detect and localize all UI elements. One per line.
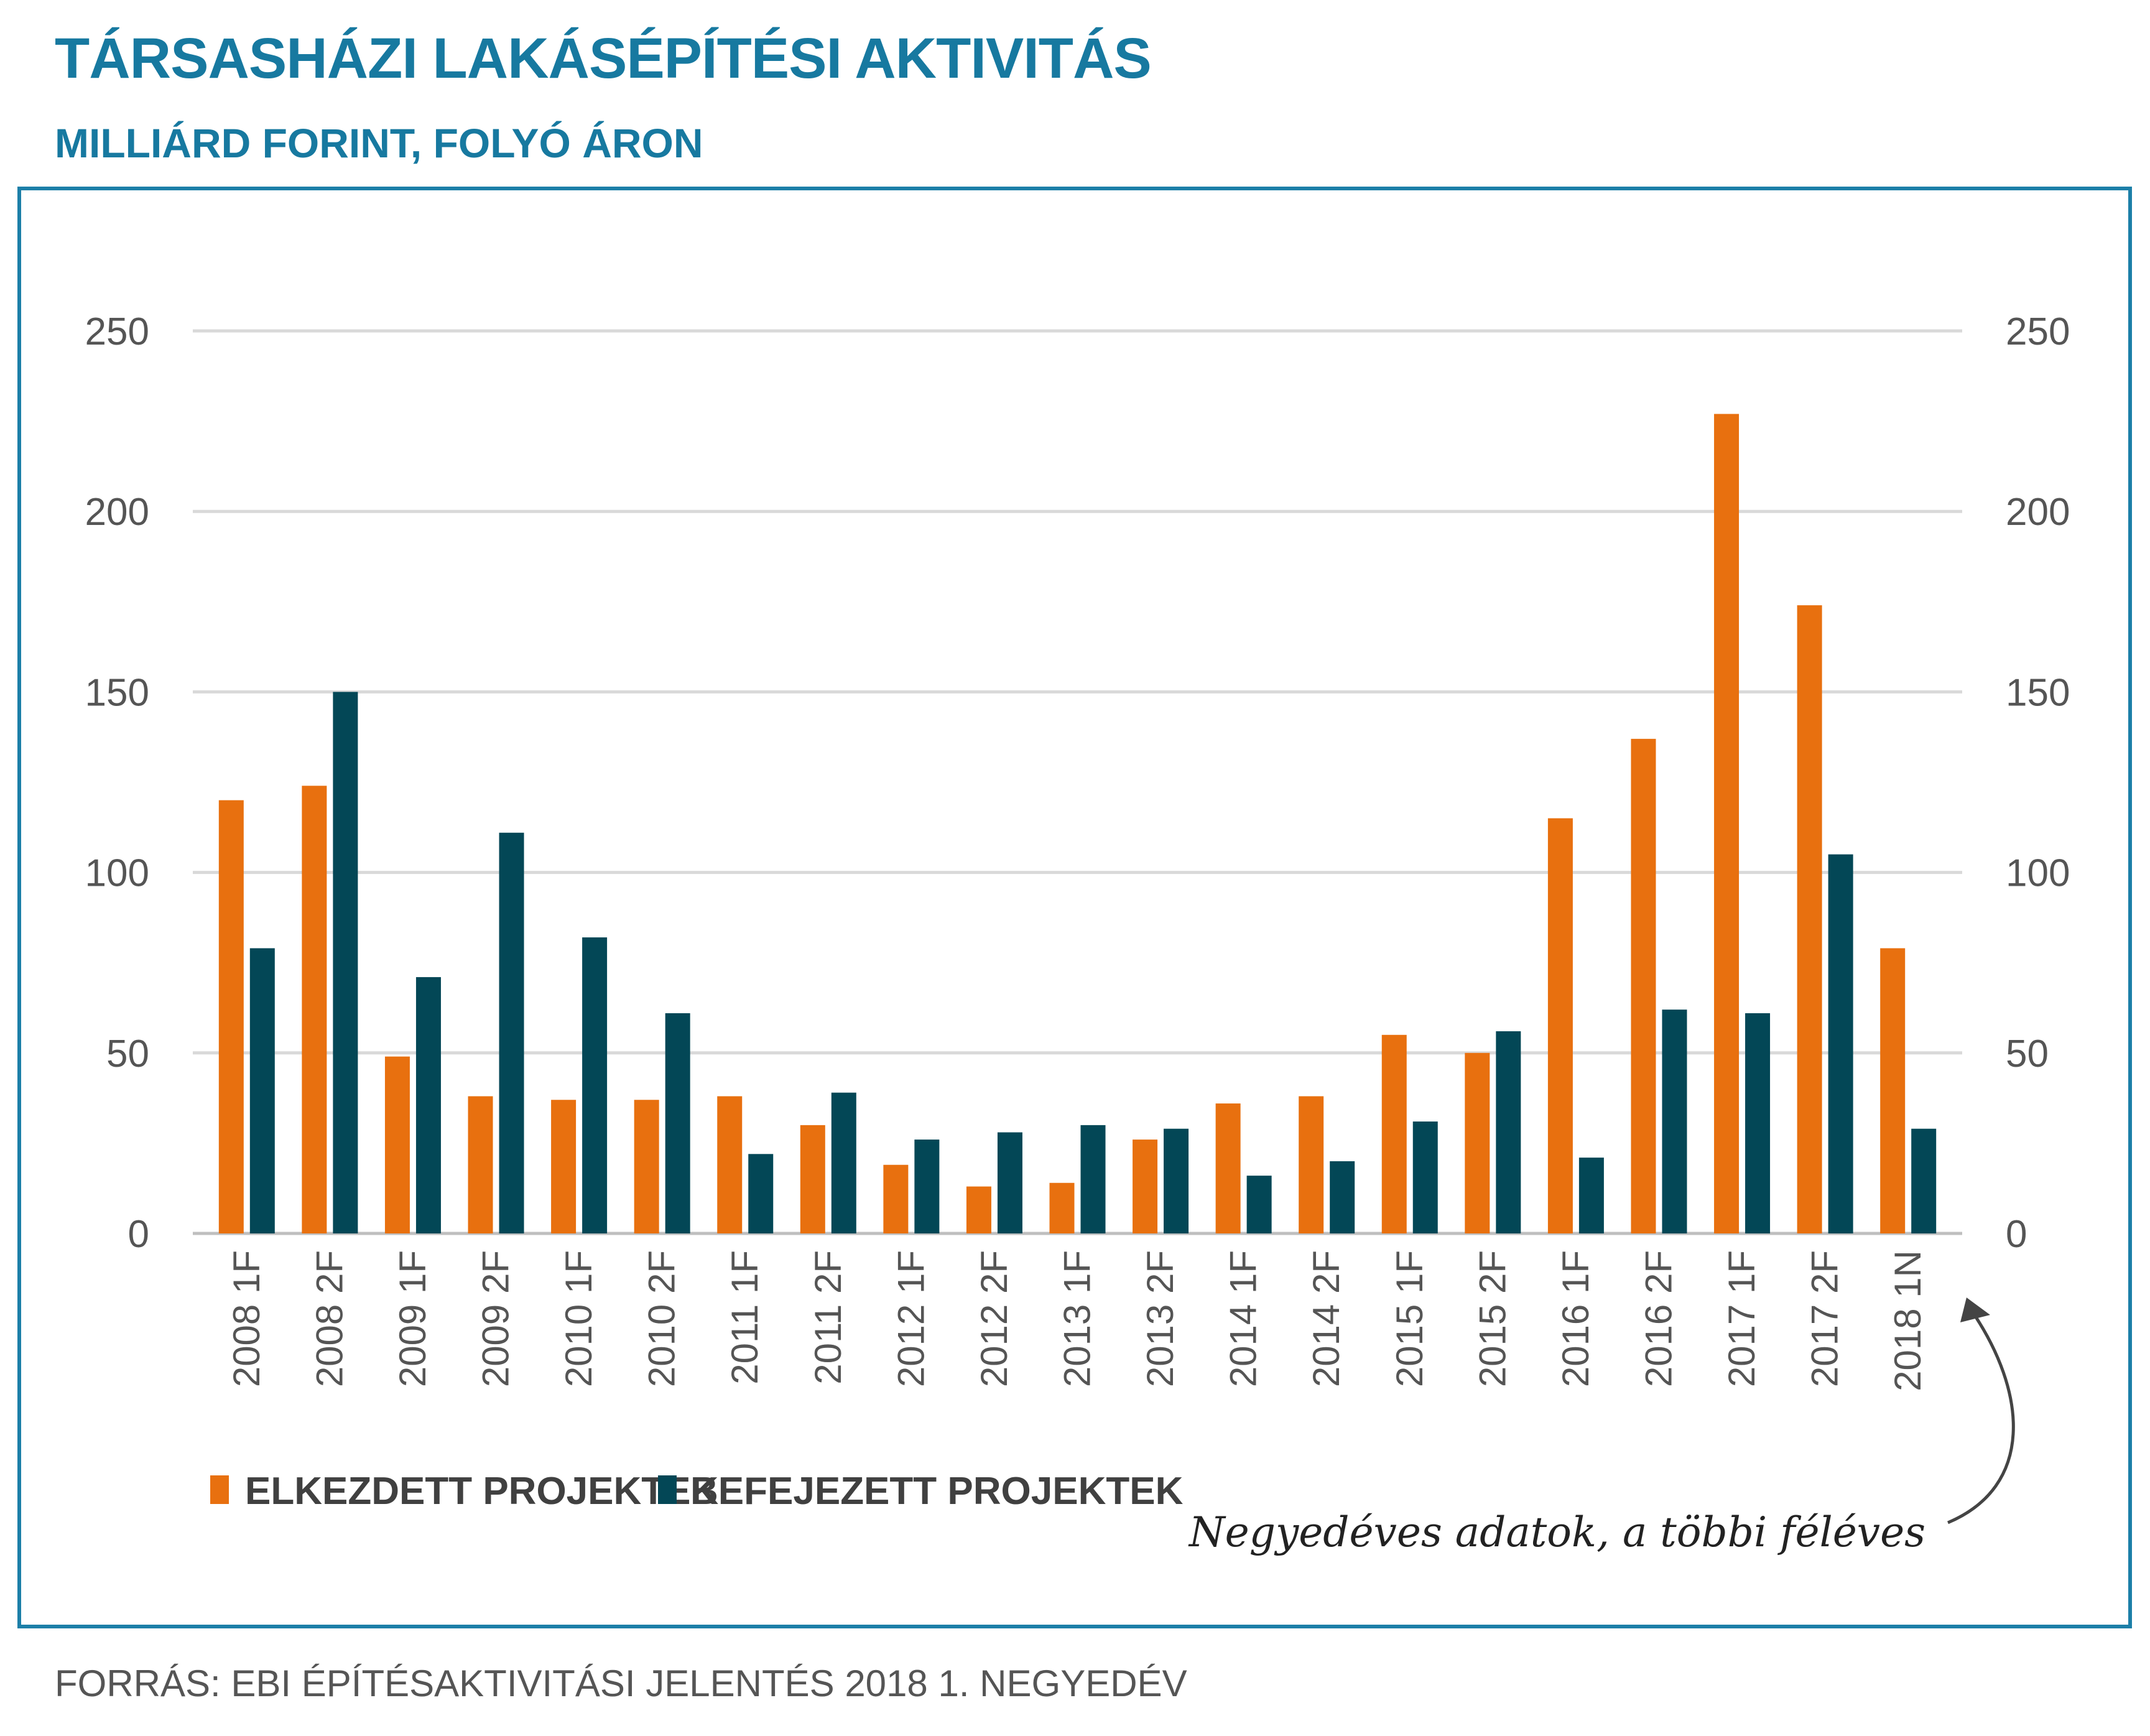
bars	[218, 414, 1937, 1234]
bar-completed	[1330, 1161, 1355, 1233]
legend-label-started: ELKEZDETT PROJEKTEK	[245, 1470, 719, 1513]
bar-started	[800, 1125, 825, 1233]
x-tick-label: 2015 1F	[1389, 1250, 1430, 1387]
chart-title: TÁRSASHÁZI LAKÁSÉPÍTÉSI AKTIVITÁS	[55, 27, 1152, 90]
x-tick-label: 2016 1F	[1555, 1250, 1596, 1387]
x-axis-labels: 2008 1F 2008 2F 2009 1F 2009 2F 2010 1F 2010 …	[226, 1250, 1929, 1391]
bar-started	[218, 800, 244, 1233]
legend-swatch-started	[210, 1475, 229, 1504]
bar-completed	[1412, 1121, 1438, 1233]
bar-started	[717, 1096, 743, 1233]
y-tick-right: 200	[2006, 491, 2070, 534]
annotation-arrowhead-icon	[1960, 1297, 1990, 1322]
x-tick-label: 2011 2F	[807, 1250, 849, 1385]
bar-completed	[499, 832, 524, 1233]
y-tick-left: 100	[85, 852, 149, 895]
bar-started	[1381, 1034, 1407, 1233]
y-tick-left: 200	[85, 491, 149, 534]
bar-completed	[1164, 1128, 1189, 1233]
bar-completed	[1828, 854, 1853, 1233]
y-tick-right: 150	[2006, 671, 2070, 714]
x-tick-label: 2013 2F	[1139, 1250, 1181, 1387]
x-tick-label: 2012 2F	[973, 1250, 1015, 1387]
chart-subtitle: MILLIÁRD FORINT, FOLYÓ ÁRON	[55, 120, 703, 166]
bar-started	[1299, 1096, 1324, 1233]
bar-completed	[249, 948, 275, 1233]
x-tick-label: 2008 2F	[308, 1250, 350, 1387]
x-tick-label: 2009 1F	[392, 1250, 433, 1387]
x-tick-label: 2018 1N	[1887, 1250, 1929, 1391]
y-tick-left: 150	[85, 671, 149, 714]
bar-completed	[582, 937, 608, 1233]
bar-started	[1215, 1103, 1241, 1233]
bar-started	[384, 1056, 410, 1233]
annotation: Negyedéves adatok, a többi féléves	[1188, 1297, 2015, 1556]
bar-completed	[748, 1154, 774, 1233]
bar-started	[634, 1100, 659, 1233]
y-tick-left: 50	[106, 1033, 149, 1075]
x-tick-label: 2009 2F	[475, 1250, 517, 1387]
x-tick-label: 2014 2F	[1305, 1250, 1347, 1387]
bar-completed	[665, 1013, 690, 1233]
y-tick-right: 0	[2006, 1213, 2027, 1256]
bar-completed	[831, 1092, 856, 1233]
x-tick-label: 2017 2F	[1804, 1250, 1846, 1387]
bar-started	[468, 1096, 493, 1233]
source-note: FORRÁS: EBI ÉPÍTÉSAKTIVITÁSI JELENTÉS 20…	[55, 1663, 1187, 1704]
bar-started	[1631, 738, 1656, 1233]
bar-started	[1547, 818, 1573, 1233]
bar-completed	[1911, 1128, 1937, 1233]
bar-completed	[1578, 1158, 1604, 1233]
bar-started	[883, 1164, 909, 1233]
bar-started	[1133, 1140, 1158, 1233]
bar-completed	[997, 1132, 1022, 1233]
chart-frame	[17, 187, 2132, 1628]
bar-started	[302, 786, 327, 1233]
x-tick-label: 2012 1F	[890, 1250, 932, 1387]
y-tick-left: 0	[128, 1213, 149, 1256]
legend-swatch-completed	[658, 1475, 677, 1504]
y-tick-left: 250	[85, 310, 149, 353]
legend: ELKEZDETT PROJEKTEK BEFEJEZETT PROJEKTEK	[210, 1470, 1184, 1513]
bar-completed	[333, 692, 358, 1233]
bar-started	[551, 1100, 577, 1233]
x-tick-label: 2017 1F	[1721, 1250, 1763, 1387]
annotation-text: Negyedéves adatok, a többi féléves	[1188, 1508, 1925, 1556]
bar-completed	[1080, 1125, 1106, 1233]
bar-completed	[1662, 1010, 1687, 1233]
annotation-arrow	[1947, 1307, 2015, 1525]
legend-label-completed: BEFEJEZETT PROJEKTEK	[690, 1470, 1184, 1513]
x-tick-label: 2010 1F	[558, 1250, 600, 1387]
gridlines	[193, 329, 1962, 1235]
bar-started	[1465, 1052, 1490, 1233]
y-tick-right: 100	[2006, 852, 2070, 895]
bar-started	[1880, 948, 1906, 1233]
x-tick-label: 2011 1F	[724, 1250, 766, 1385]
y-axis-left: 0 50 100 150 200 250	[85, 310, 149, 1256]
bar-completed	[415, 977, 441, 1233]
x-tick-label: 2008 1F	[226, 1250, 267, 1387]
x-tick-label: 2016 2F	[1638, 1250, 1679, 1387]
bar-completed	[1745, 1013, 1771, 1233]
bar-started	[1714, 414, 1740, 1234]
bar-started	[1797, 605, 1822, 1233]
x-tick-label: 2014 1F	[1223, 1250, 1264, 1387]
y-tick-right: 50	[2006, 1033, 2049, 1075]
bar-completed	[1246, 1176, 1272, 1233]
x-tick-label: 2013 1F	[1057, 1250, 1098, 1387]
bar-started	[966, 1186, 991, 1233]
bar-started	[1049, 1182, 1075, 1233]
bar-completed	[1496, 1031, 1521, 1233]
bar-completed	[914, 1140, 940, 1233]
y-axis-right: 0 50 100 150 200 250	[2006, 310, 2070, 1256]
x-tick-label: 2010 2F	[641, 1250, 683, 1387]
y-tick-right: 250	[2006, 310, 2070, 353]
x-tick-label: 2015 2F	[1471, 1250, 1513, 1387]
